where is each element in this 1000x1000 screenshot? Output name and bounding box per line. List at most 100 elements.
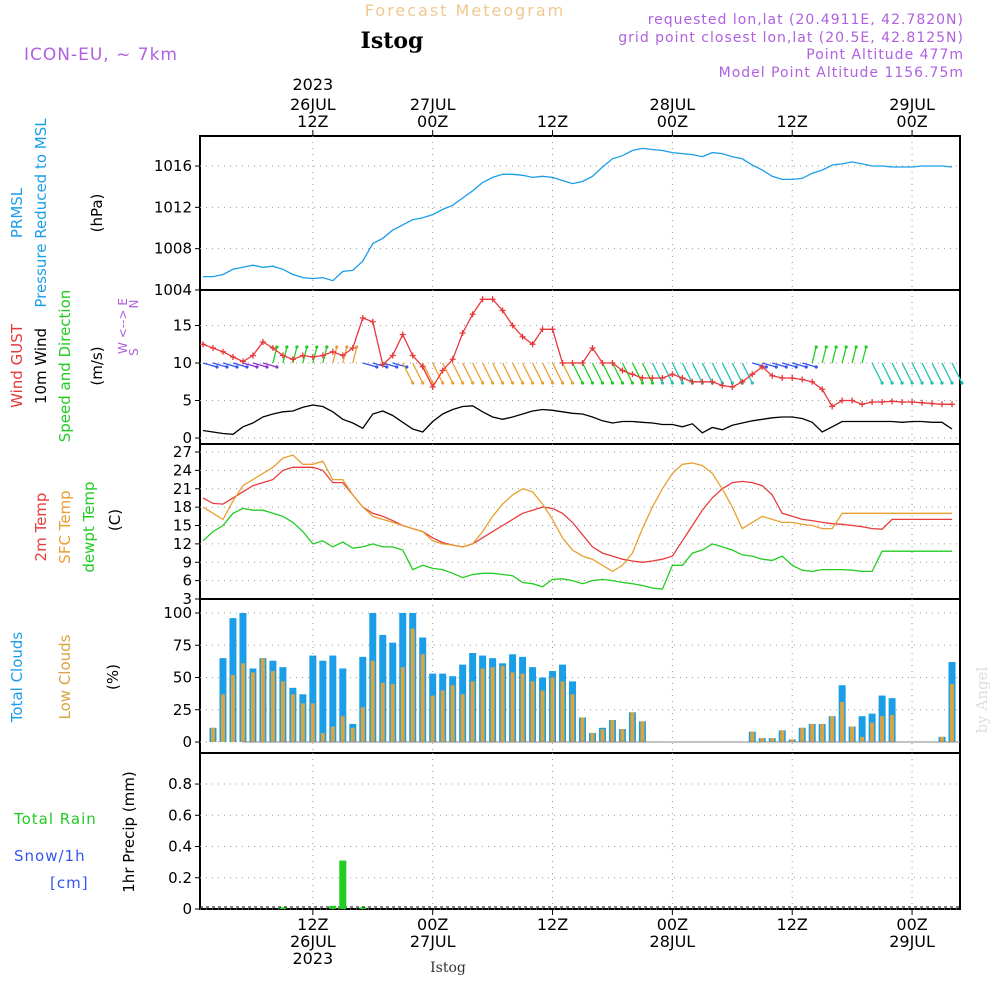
y-tick-label-precip: 0.2 [168,869,192,887]
wind-arrow-head [451,381,455,385]
wind-arrow [512,362,524,384]
top-time-label: 00Z [657,112,688,131]
low-cloud-bar [260,658,265,742]
gust-marker [299,352,306,359]
wind-arrow [811,346,817,364]
gust-marker [509,322,516,329]
gust-marker [379,361,386,368]
low-cloud-bar [400,667,405,742]
plot-layer: 1004100810121016051015369121518212427025… [8,75,964,968]
wind-arrow [541,362,554,384]
wind-arrow [312,346,318,364]
wind-arrow [951,362,963,384]
gust-marker [449,356,456,363]
wind-arrow [871,362,883,384]
wind-arrow-head [590,381,595,385]
station-title: Istog [361,28,424,54]
wind-arrow [412,362,424,384]
wind-arrow-head [265,365,269,369]
gust-marker [459,330,466,336]
total-cloud-bar [359,656,367,742]
wind-arrow-head [481,381,485,385]
wind-arrow [422,362,434,384]
low-cloud-bar [620,729,625,742]
top-time-label: 27JUL [410,95,456,114]
gust-marker [529,341,536,348]
wind-direction-arrows [202,345,964,385]
wind-arrow [462,362,474,384]
gust-marker [389,352,396,359]
y-tick-label-wind: 10 [173,354,192,372]
gust-line [202,298,952,408]
wind-arrow [861,346,867,364]
wind-arrow [821,346,827,364]
low-cloud-bar [310,703,315,742]
bottom-time-label: 00Z [417,915,448,934]
low-cloud-bar [940,736,945,742]
low-cloud-bar [870,722,875,742]
y-tick-label-temp: 24 [173,461,192,479]
gust-marker [589,345,596,351]
gust-marker [649,375,656,381]
wind-arrow [631,362,644,384]
wind-arrow-head [501,381,505,385]
low-cloud-bar [240,663,245,742]
total-cloud-bar [329,655,337,742]
low-cloud-bar [250,672,255,742]
bottom-time-label: 2023 [292,949,333,968]
wind-arrow [332,346,338,364]
grid-point-coords: grid point closest lon,lat (20.5E, 42.81… [618,30,964,46]
panel-label-pressure: PRMSL [8,187,26,238]
wind-arrow-head [285,345,289,349]
wind-arrow-head [814,365,818,369]
gust-marker [359,315,366,321]
gust-marker [249,352,256,359]
gust-marker [339,352,346,359]
y-tick-label-clouds: 25 [173,701,192,719]
gust-marker [289,356,296,363]
gust-marker [839,397,846,404]
gust-marker [489,296,496,303]
wind-arrow-head [520,381,525,385]
wind-arrow [521,362,534,384]
wind-arrow-head [930,381,934,385]
bottom-time-label: 00Z [657,915,688,934]
gust-marker [619,367,626,374]
wind-arrow-head [854,345,858,349]
wind-arrow [711,362,723,384]
bottom-time-label: 29JUL [889,932,935,951]
wind-arrow-head [920,381,924,385]
gust-marker [369,318,376,325]
model-name: ICON-EU, ~ 7km [24,45,178,65]
wind-arrow [262,362,278,368]
wind-arrow-head [305,345,309,349]
low-cloud-bar [520,673,525,742]
top-time-label: 29JUL [889,95,935,114]
gust-marker [429,384,436,390]
gust-marker [409,352,416,359]
low-cloud-bar [210,727,215,742]
panel-label-pressure: Pressure Reduced to MSL [32,118,50,308]
wind-arrow [382,362,397,368]
low-cloud-bar [490,667,495,742]
panel-label-temp: dewpt Temp [80,481,98,572]
low-cloud-bar [480,668,485,742]
wind-arrow-head [804,365,808,369]
wind-arrow-head [960,381,964,385]
y-tick-label-clouds: 100 [163,604,192,622]
wind-arrow-head [844,345,848,349]
pressure-line [203,147,953,282]
bottom-time-label: 26JUL [290,932,336,951]
compass-label: N [127,300,141,309]
low-cloud-bar [420,654,425,742]
panel-label-clouds: (%) [104,664,122,690]
wind-arrow [741,362,753,384]
bottom-time-label: 00Z [896,915,927,934]
y-tick-label-temp: 9 [182,553,192,571]
wind-arrow-head [630,381,635,385]
gust-marker [889,398,896,405]
gust-marker [929,400,936,407]
wind-arrow-head [471,381,475,385]
wind-arrow [222,362,238,368]
